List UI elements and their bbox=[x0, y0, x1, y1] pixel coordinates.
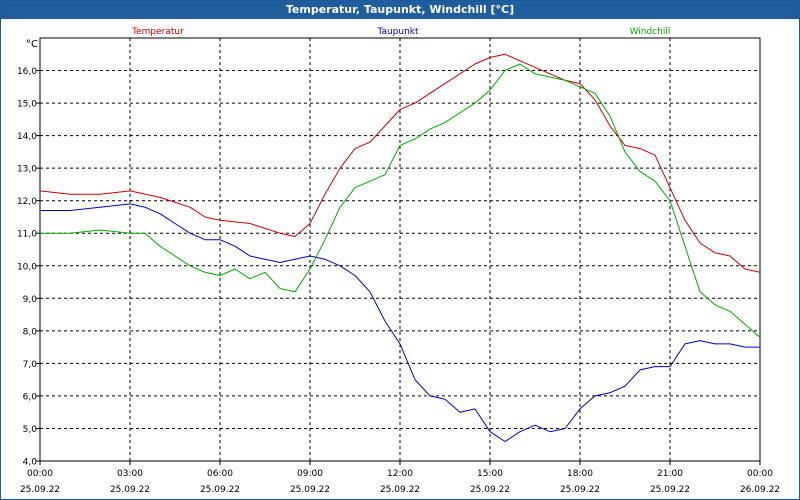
x-tick-time-label: 09:00 bbox=[297, 469, 323, 479]
y-tick-label: 7,0 bbox=[23, 360, 38, 370]
x-tick-date-label: 25.09.22 bbox=[20, 485, 60, 495]
grid bbox=[40, 38, 760, 461]
x-tick-date-label: 25.09.22 bbox=[380, 485, 420, 495]
x-tick-date-label: 25.09.22 bbox=[200, 485, 240, 495]
y-tick-label: 5,0 bbox=[23, 425, 38, 435]
series-lines bbox=[39, 53, 761, 442]
y-tick-label: 10,0 bbox=[17, 262, 37, 272]
series-line-temperatur bbox=[39, 53, 761, 273]
x-tick-date-label: 26.09.22 bbox=[740, 485, 780, 495]
x-axis: 00:00 25.09.22 03:00 25.09.22 06:00 25.09.22 0… bbox=[20, 461, 780, 495]
x-tick-time-label: 15:00 bbox=[477, 469, 503, 479]
y-tick-label: 4,0 bbox=[23, 458, 38, 468]
legend-temperatur: Temperatur bbox=[131, 27, 184, 37]
x-tick-date-label: 25.09.22 bbox=[110, 485, 150, 495]
y-axis: 4,0 5,0 6,0 7,0 8,0 9,0 10,0 11,0 12,0 13,0 14,0 15… bbox=[17, 67, 40, 468]
y-axis-unit-label: °C bbox=[26, 39, 38, 50]
x-tick-date-label: 25.09.22 bbox=[290, 485, 330, 495]
legend: Temperatur Taupunkt Windchill bbox=[131, 27, 670, 37]
y-tick-label: 6,0 bbox=[23, 392, 38, 402]
x-tick-date-label: 25.09.22 bbox=[470, 485, 510, 495]
y-tick-label: 9,0 bbox=[23, 295, 38, 305]
legend-taupunkt: Taupunkt bbox=[376, 27, 419, 37]
series-line-taupunkt bbox=[40, 203, 760, 442]
x-tick-date-label: 25.09.22 bbox=[560, 485, 600, 495]
y-tick-label: 15,0 bbox=[17, 100, 37, 110]
x-tick-time-label: 18:00 bbox=[567, 469, 593, 479]
x-tick-time-label: 00:00 bbox=[747, 469, 773, 479]
series-line-windchill bbox=[40, 63, 761, 338]
y-tick-label: 13,0 bbox=[17, 165, 37, 175]
legend-windchill: Windchill bbox=[630, 27, 671, 37]
x-tick-time-label: 03:00 bbox=[117, 469, 143, 479]
x-tick-time-label: 00:00 bbox=[27, 469, 53, 479]
x-tick-date-label: 25.09.22 bbox=[650, 485, 690, 495]
x-tick-time-label: 12:00 bbox=[387, 469, 413, 479]
y-tick-label: 8,0 bbox=[23, 327, 38, 337]
x-tick-time-label: 06:00 bbox=[207, 469, 233, 479]
x-tick-time-label: 21:00 bbox=[657, 469, 683, 479]
y-tick-label: 14,0 bbox=[17, 132, 37, 142]
y-tick-label: 12,0 bbox=[17, 197, 37, 207]
y-tick-label: 11,0 bbox=[17, 230, 37, 240]
y-tick-label: 16,0 bbox=[17, 67, 37, 77]
chart-title: Temperatur, Taupunkt, Windchill [°C] bbox=[1, 1, 799, 19]
